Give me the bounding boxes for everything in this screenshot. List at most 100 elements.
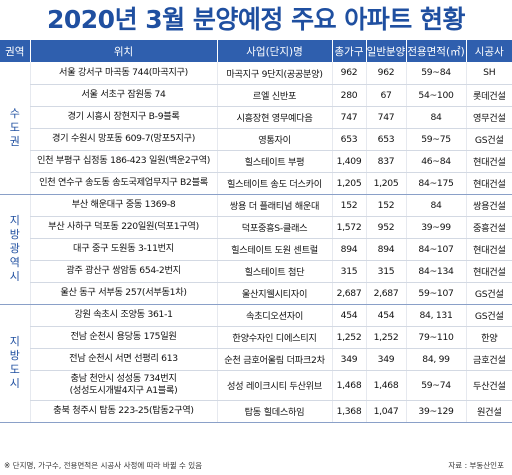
header-builder: 시공사 bbox=[465, 40, 512, 62]
complex-name-cell: 르엘 신반포 bbox=[216, 84, 332, 107]
total-units-cell: 653 bbox=[331, 128, 366, 151]
area-cell: 54~100 bbox=[405, 84, 466, 107]
location-cell: 전남 순천시 서면 선평리 613 bbox=[29, 348, 217, 371]
table-row: 전남 순천시 용당동 175일원 한양수자인 디에스티지 1,252 1,252 79~… bbox=[0, 326, 512, 349]
area-cell: 84 bbox=[405, 106, 466, 129]
table-row: 전남 순천시 서면 선평리 613 순천 금호어울림 더파크2차 349 349 84,… bbox=[0, 348, 512, 371]
area-cell: 79~110 bbox=[405, 326, 466, 349]
region-label-char: 시 bbox=[9, 377, 20, 390]
general-sale-cell: 1,047 bbox=[365, 400, 406, 423]
table-row: 충남 천안시 성성동 734번지 (성성도시개발4지구 A1블록) 성성 레이크시티… bbox=[0, 370, 512, 401]
general-sale-cell: 454 bbox=[365, 304, 406, 327]
location-cell: 대구 중구 도원동 3-11번지 bbox=[29, 238, 217, 261]
total-units-cell: 747 bbox=[331, 106, 366, 129]
region-label-char: 지 bbox=[9, 214, 20, 227]
area-cell: 39~99 bbox=[405, 216, 466, 239]
total-units-cell: 1,468 bbox=[331, 370, 366, 401]
table-row: 광주 광산구 쌍암동 654-2번지 힐스테이트 첨단 315 315 84~134 현대… bbox=[0, 260, 512, 283]
table-row: 충북 청주시 탑동 223-25(탑동2구역) 탑동 힐데스하임 1,368 1,04… bbox=[0, 400, 512, 423]
area-cell: 59~74 bbox=[405, 370, 466, 401]
total-units-cell: 1,572 bbox=[331, 216, 366, 239]
table-row: 대구 중구 도원동 3-11번지 힐스테이트 도원 센트럴 894 894 84~107… bbox=[0, 238, 512, 261]
header-complex-name: 사업(단지)명 bbox=[216, 40, 332, 62]
region-label-char: 시 bbox=[9, 270, 20, 283]
area-cell: 84 bbox=[405, 194, 466, 217]
general-sale-cell: 894 bbox=[365, 238, 406, 261]
source-note: 자료 : 부동산인포 bbox=[448, 461, 504, 470]
area-cell: 84~107 bbox=[405, 238, 466, 261]
total-units-cell: 315 bbox=[331, 260, 366, 283]
total-units-cell: 962 bbox=[331, 62, 366, 85]
location-cell: 충남 천안시 성성동 734번지 (성성도시개발4지구 A1블록) bbox=[29, 370, 217, 401]
builder-cell: 롯데건설 bbox=[465, 84, 512, 107]
region-label-char: 방 bbox=[9, 349, 20, 362]
region-label-char: 수 bbox=[9, 106, 20, 120]
general-sale-cell: 837 bbox=[365, 150, 406, 173]
table-row: 수 도 권 서울 강서구 마곡동 744(마곡지구) 마곡지구 9단지(공공분양) 962… bbox=[0, 62, 512, 195]
table-row: 인천 연수구 송도동 송도국제업무지구 B2블록 힐스테이트 송도 더스카이 1,2… bbox=[0, 172, 512, 195]
builder-cell: GS건설 bbox=[465, 282, 512, 305]
general-sale-cell: 952 bbox=[365, 216, 406, 239]
table-row: 지 방 광 역 시 부산 해운대구 중동 1369-8 쌍용 더 플래티넘 해운대 152 15… bbox=[0, 194, 512, 305]
area-cell: 84, 99 bbox=[405, 348, 466, 371]
location-cell: 부산 해운대구 중동 1369-8 bbox=[29, 194, 217, 217]
footnote: ※ 단지명, 가구수, 전용면적은 시공사 사정에 따라 바뀔 수 있음 bbox=[4, 461, 203, 470]
region-label-char: 도 bbox=[9, 363, 20, 376]
area-cell: 84~175 bbox=[405, 172, 466, 195]
builder-cell: GS건설 bbox=[465, 304, 512, 327]
location-cell: 강원 속초시 조양동 361-1 bbox=[29, 304, 217, 327]
total-units-cell: 349 bbox=[331, 348, 366, 371]
region-label-char: 도 bbox=[9, 120, 20, 134]
complex-name-cell: 울산지웰시티자이 bbox=[216, 282, 332, 305]
location-cell: 부산 사하구 덕포동 220일원(덕포1구역) bbox=[29, 216, 217, 239]
builder-cell: 금호건설 bbox=[465, 348, 512, 371]
location-cell: 전남 순천시 용당동 175일원 bbox=[29, 326, 217, 349]
location-cell: 인천 연수구 송도동 송도국제업무지구 B2블록 bbox=[29, 172, 217, 195]
area-cell: 39~129 bbox=[405, 400, 466, 423]
area-cell: 46~84 bbox=[405, 150, 466, 173]
total-units-cell: 1,252 bbox=[331, 326, 366, 349]
area-cell: 84, 131 bbox=[405, 304, 466, 327]
total-units-cell: 1,368 bbox=[331, 400, 366, 423]
builder-cell: 현대건설 bbox=[465, 150, 512, 173]
builder-cell: 현대건설 bbox=[465, 172, 512, 195]
header-area: 전용면적(㎡) bbox=[405, 40, 466, 62]
builder-cell: 현대건설 bbox=[465, 260, 512, 283]
general-sale-cell: 1,205 bbox=[365, 172, 406, 195]
table-row: 경기 시흥시 장현지구 B-9블록 시흥장현 영무예다음 747 747 84 영무건설 bbox=[0, 106, 512, 129]
header-region: 권역 bbox=[0, 40, 30, 62]
region-label-char: 권 bbox=[9, 134, 20, 148]
total-units-cell: 1,409 bbox=[331, 150, 366, 173]
region-label-char: 지 bbox=[9, 335, 20, 348]
region-label-char: 역 bbox=[9, 256, 20, 269]
header-location: 위치 bbox=[29, 40, 217, 62]
area-cell: 59~84 bbox=[405, 62, 466, 85]
general-sale-cell: 962 bbox=[365, 62, 406, 85]
table-row: 서울 서초구 잠원동 74 르엘 신반포 280 67 54~100 롯데건설 bbox=[0, 84, 512, 107]
location-cell: 서울 강서구 마곡동 744(마곡지구) bbox=[29, 62, 217, 85]
complex-name-cell: 힐스테이트 송도 더스카이 bbox=[216, 172, 332, 195]
table-row: 경기 수원시 망포동 609-7(망포5지구) 영통자이 653 653 59~75 GS… bbox=[0, 128, 512, 151]
total-units-cell: 894 bbox=[331, 238, 366, 261]
table-row: 울산 동구 서부동 257(서부동1차) 울산지웰시티자이 2,687 2,687 59… bbox=[0, 282, 512, 305]
location-cell: 광주 광산구 쌍암동 654-2번지 bbox=[29, 260, 217, 283]
total-units-cell: 2,687 bbox=[331, 282, 366, 305]
builder-cell: 한양 bbox=[465, 326, 512, 349]
total-units-cell: 454 bbox=[331, 304, 366, 327]
area-cell: 59~75 bbox=[405, 128, 466, 151]
complex-name-cell: 마곡지구 9단지(공공분양) bbox=[216, 62, 332, 85]
table-row: 인천 부평구 십정동 186-423 일원(백운2구역) 힐스테이트 부평 1,40… bbox=[0, 150, 512, 173]
apartment-table: 권역 위치 사업(단지)명 총가구 일반분양 전용면적(㎡) 시공사 수 도 권 서울… bbox=[0, 40, 512, 423]
complex-name-cell: 한양수자인 디에스티지 bbox=[216, 326, 332, 349]
location-cell: 울산 동구 서부동 257(서부동1차) bbox=[29, 282, 217, 305]
complex-name-cell: 속초디오션자이 bbox=[216, 304, 332, 327]
total-units-cell: 152 bbox=[331, 194, 366, 217]
location-cell: 경기 시흥시 장현지구 B-9블록 bbox=[29, 106, 217, 129]
builder-cell: SH bbox=[465, 62, 512, 85]
location-cell: 인천 부평구 십정동 186-423 일원(백운2구역) bbox=[29, 150, 217, 173]
builder-cell: 원건설 bbox=[465, 400, 512, 423]
complex-name-cell: 쌍용 더 플래티넘 해운대 bbox=[216, 194, 332, 217]
